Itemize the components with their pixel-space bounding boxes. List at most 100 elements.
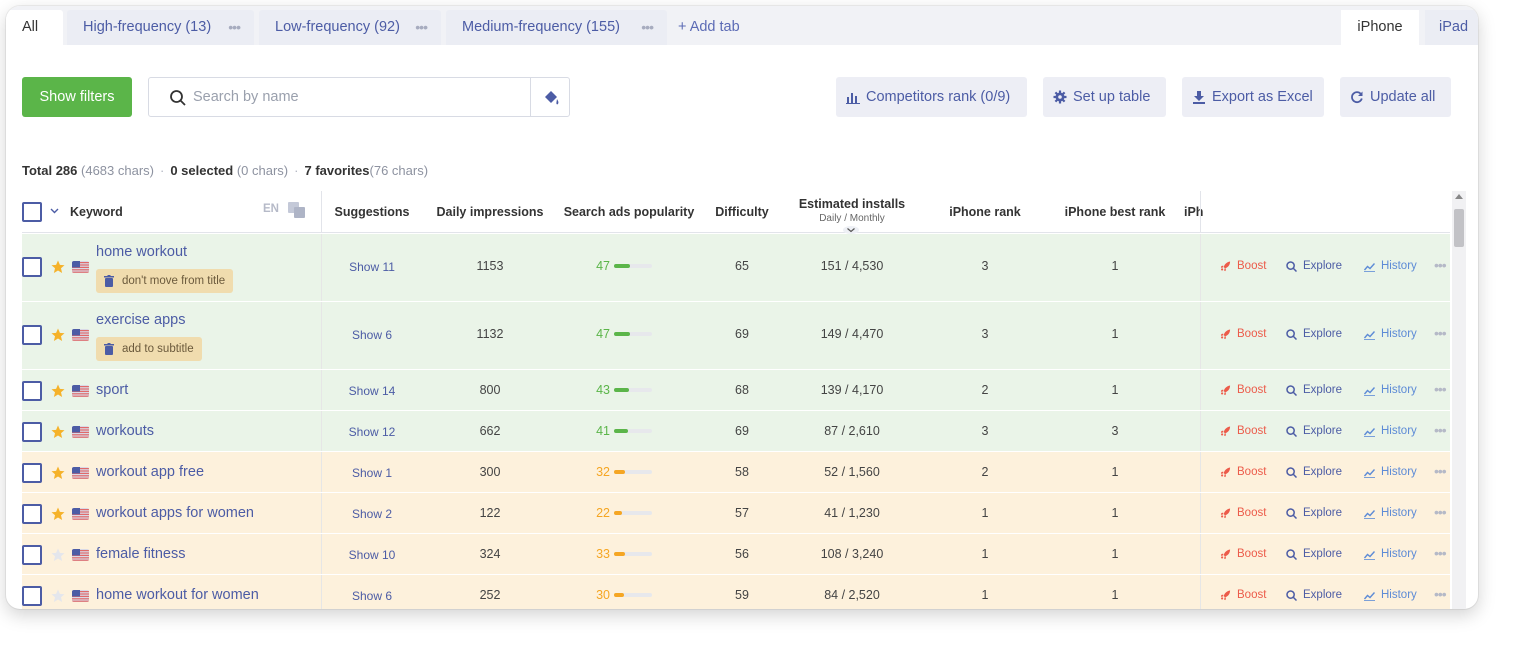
paint-bucket-icon[interactable]: [542, 89, 560, 107]
line-chart-icon: [1364, 386, 1375, 396]
keyword-link[interactable]: workout apps for women: [96, 504, 254, 521]
row-checkbox[interactable]: [22, 325, 42, 345]
iphone-rank-value: 2: [981, 382, 989, 397]
more-icon[interactable]: •••: [1434, 257, 1447, 273]
favorite-star-icon[interactable]: [51, 466, 65, 480]
keyword-link[interactable]: home workout: [96, 244, 188, 260]
keyword-link[interactable]: sport: [96, 381, 129, 398]
table-row[interactable]: exercise apps add to subtitle Show 6 113…: [22, 302, 1450, 370]
more-icon[interactable]: •••: [1434, 380, 1447, 397]
keyword-note[interactable]: don't move from title: [96, 269, 234, 293]
row-checkbox[interactable]: [22, 585, 42, 606]
iphone-best-rank-value: 1: [1111, 505, 1119, 520]
suggestions-link[interactable]: Show 6: [351, 588, 393, 603]
suggestions-link[interactable]: Show 10: [348, 547, 396, 562]
table-row[interactable]: home workout for women Show 6 252 30 59 …: [22, 575, 1450, 609]
tab-all[interactable]: All: [6, 10, 63, 45]
table-row[interactable]: sport Show 14 800 43 68 139 / 4,170 2 1 …: [22, 370, 1450, 411]
more-icon[interactable]: •••: [1434, 503, 1447, 520]
set-up-table-button[interactable]: Set up table: [1043, 77, 1166, 117]
row-checkbox[interactable]: [22, 380, 42, 401]
tab-low-frequency[interactable]: Low-frequency (92) •••: [259, 10, 441, 45]
more-icon[interactable]: •••: [641, 19, 654, 35]
favorite-star-icon[interactable]: [51, 507, 65, 521]
favorite-star-icon[interactable]: [51, 384, 65, 398]
keyword-link[interactable]: female fitness: [96, 545, 186, 562]
column-suggestions[interactable]: Suggestions: [334, 205, 410, 219]
column-estimated-installs[interactable]: Estimated installs: [798, 197, 906, 211]
table-row[interactable]: home workout don't move from title Show …: [22, 234, 1450, 302]
favorite-star-icon[interactable]: [51, 425, 65, 439]
competitors-rank-button[interactable]: Competitors rank (0/9): [836, 77, 1027, 117]
column-difficulty[interactable]: Difficulty: [715, 205, 769, 219]
tab-medium-frequency[interactable]: Medium-frequency (155) •••: [446, 10, 667, 45]
suggestions-link[interactable]: Show 14: [348, 383, 396, 398]
more-icon[interactable]: •••: [1434, 462, 1447, 479]
tab-high-frequency[interactable]: High-frequency (13) •••: [67, 10, 254, 45]
keyword-link[interactable]: home workout for women: [96, 586, 259, 603]
search-input[interactable]: Search by name: [193, 89, 299, 105]
translate-icon[interactable]: [288, 202, 306, 218]
summary-line: Total 286 (4683 chars) · 0 selected (0 cha…: [22, 163, 428, 178]
table-row[interactable]: workout app free Show 1 300 32 58 52 / 1…: [22, 452, 1450, 493]
row-checkbox[interactable]: [22, 421, 42, 442]
more-icon[interactable]: •••: [1434, 585, 1447, 602]
divider: [530, 78, 531, 116]
more-icon[interactable]: •••: [228, 19, 241, 35]
tab-label: High-frequency (13): [83, 19, 212, 35]
row-checkbox[interactable]: [22, 544, 42, 565]
select-all-checkbox[interactable]: [22, 202, 42, 222]
suggestions-link[interactable]: Show 11: [349, 260, 395, 274]
column-truncated[interactable]: iPh: [1184, 205, 1204, 219]
trash-icon[interactable]: [104, 343, 114, 355]
keyword-link[interactable]: exercise apps: [96, 312, 186, 328]
favorite-star-icon[interactable]: [51, 589, 65, 603]
row-checkbox[interactable]: [22, 257, 42, 277]
tab-iphone[interactable]: iPhone: [1341, 10, 1419, 45]
search-box[interactable]: Search by name: [148, 77, 570, 117]
keyword-note[interactable]: add to subtitle: [96, 337, 202, 361]
column-keyword[interactable]: Keyword: [70, 205, 123, 219]
favorite-star-icon[interactable]: [51, 548, 65, 562]
suggestions-link[interactable]: Show 6: [351, 328, 393, 342]
favorite-star-icon[interactable]: [51, 260, 65, 274]
trash-icon[interactable]: [104, 275, 114, 287]
chevron-down-icon[interactable]: [50, 208, 59, 214]
sort-chevron-icon[interactable]: [843, 226, 859, 234]
row-checkbox[interactable]: [22, 462, 42, 483]
search-icon: [1286, 548, 1297, 560]
update-all-button[interactable]: Update all: [1340, 77, 1451, 117]
more-icon[interactable]: •••: [1434, 325, 1447, 341]
scrollbar-thumb[interactable]: [1454, 209, 1464, 247]
table-row[interactable]: workouts Show 12 662 41 69 87 / 2,610 3 …: [22, 411, 1450, 452]
suggestions-link[interactable]: Show 1: [351, 465, 393, 480]
table-row[interactable]: workout apps for women Show 2 122 22 57 …: [22, 493, 1450, 534]
divider: [1200, 370, 1201, 410]
scrollbar[interactable]: [1452, 191, 1466, 609]
rocket-icon: [1220, 507, 1231, 518]
scroll-up-icon[interactable]: [1455, 194, 1463, 199]
column-iphone-best-rank[interactable]: iPhone best rank: [1064, 205, 1166, 219]
us-flag-icon: [72, 261, 89, 273]
table-row[interactable]: female fitness Show 10 324 33 56 108 / 3…: [22, 534, 1450, 575]
keyword-link[interactable]: workout app free: [96, 463, 205, 480]
tab-ipad[interactable]: iPad: [1425, 10, 1478, 45]
show-filters-button[interactable]: Show filters: [22, 77, 132, 117]
column-iphone-rank[interactable]: iPhone rank: [949, 205, 1021, 219]
us-flag-icon: [72, 329, 89, 341]
keyword-link[interactable]: workouts: [96, 422, 155, 439]
favorite-star-icon[interactable]: [51, 328, 65, 342]
column-daily-impressions[interactable]: Daily impressions: [436, 205, 544, 219]
export-excel-button[interactable]: Export as Excel: [1182, 77, 1324, 117]
column-search-ads-popularity[interactable]: Search ads popularity: [563, 205, 695, 219]
more-icon[interactable]: •••: [1434, 421, 1447, 438]
tab-label: Medium-frequency (155): [462, 19, 620, 35]
suggestions-link[interactable]: Show 12: [348, 424, 396, 439]
more-icon[interactable]: •••: [1434, 544, 1447, 561]
more-icon[interactable]: •••: [415, 19, 428, 35]
difficulty-value: 59: [735, 587, 749, 602]
suggestions-link[interactable]: Show 2: [351, 506, 393, 521]
row-checkbox[interactable]: [22, 503, 42, 524]
add-tab-button[interactable]: + Add tab: [678, 19, 740, 35]
language-label[interactable]: EN: [263, 203, 279, 215]
